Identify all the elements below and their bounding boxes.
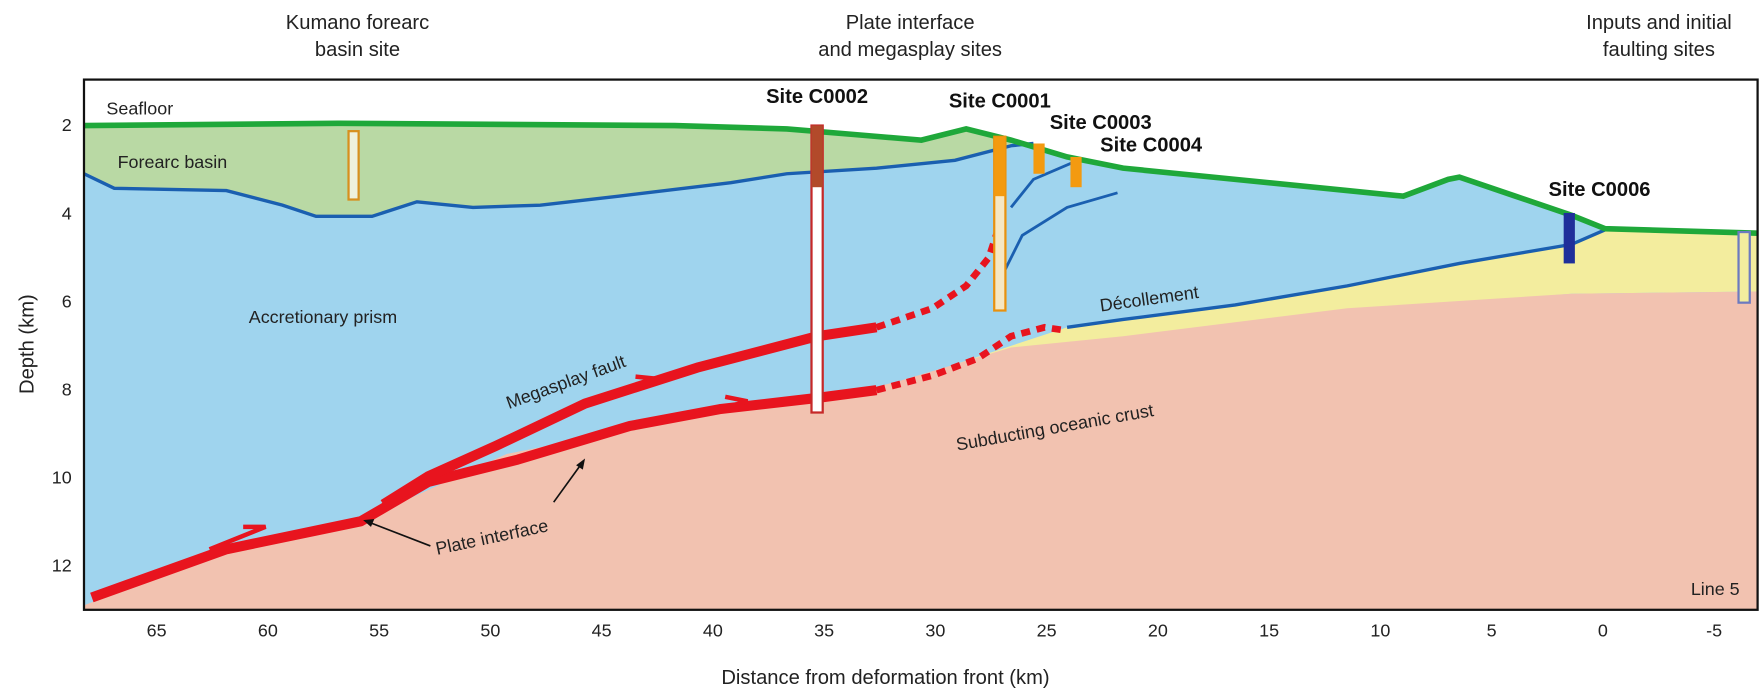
header-center: Plate interface and megasplay sites [818,12,1002,61]
x-tick-label: 50 [480,621,500,641]
line-label: Line 5 [1691,579,1740,599]
pointer [366,520,431,547]
x-tick-label: 15 [1259,621,1279,641]
site-label: Site C0002 [766,86,868,108]
x-tick-label: -5 [1706,621,1722,641]
slip-arrow [208,524,267,552]
borehole [1563,212,1575,264]
forearc-base [83,141,1034,219]
y-tick-label: 4 [62,203,72,223]
borehole [1737,230,1751,304]
y-tick-label: 10 [52,468,72,488]
slip-arrow [601,374,659,401]
pointer-head [576,458,586,470]
x-tick-label: 45 [592,621,612,641]
thrust [1009,161,1074,209]
site-label: Site C0003 [1050,112,1152,134]
borehole-core [994,136,1006,197]
x-tick-label: 30 [925,621,945,641]
x-tick-label: 65 [147,621,167,641]
trench-sediment [954,229,1758,365]
site-label: Site C0004 [1100,134,1203,156]
x-tick-label: 25 [1037,621,1057,641]
header-right: Inputs and initial faulting sites [1586,12,1732,61]
forearc-basin [83,123,1012,217]
borehole [347,130,360,201]
x-tick-label: 35 [814,621,834,641]
seafloor-line [83,120,1758,236]
y-tick-label: 6 [62,291,72,311]
region-label: Seafloor [106,98,173,118]
header-left: Kumano forearc basin site [286,12,429,61]
x-tick-label: 20 [1148,621,1168,641]
megasplay-dashed [875,223,1004,331]
x-tick-label: 55 [369,621,389,641]
thrust [998,191,1118,281]
y-tick-label: 8 [62,379,72,399]
plate-interface [90,385,878,603]
x-axis-label: Distance from deformation front (km) [721,667,1049,689]
y-tick-label: 12 [52,556,72,576]
pointer [552,461,584,503]
borehole [1033,143,1045,174]
borehole [1070,156,1082,188]
section-body [83,79,1758,610]
frame [82,78,1759,611]
oceanic-crust [83,291,1758,610]
y-axis-label: Depth (km) [17,294,39,394]
slip-arrow [690,394,749,420]
x-tick-label: 60 [258,621,278,641]
y-tick-label: 2 [62,115,72,135]
plate-interface-dashed [875,323,1068,394]
x-tick-label: 0 [1598,621,1608,641]
region-label: Forearc basin [118,152,228,172]
pointer-head [363,519,375,527]
x-tick-label: 40 [703,621,723,641]
x-tick-label: 10 [1370,621,1390,641]
x-tick-label: 5 [1487,621,1497,641]
borehole-core [811,125,823,188]
region-label: Accretionary prism [249,307,397,327]
site-label: Site C0006 [1549,179,1651,201]
site-label: Site C0001 [949,91,1051,113]
